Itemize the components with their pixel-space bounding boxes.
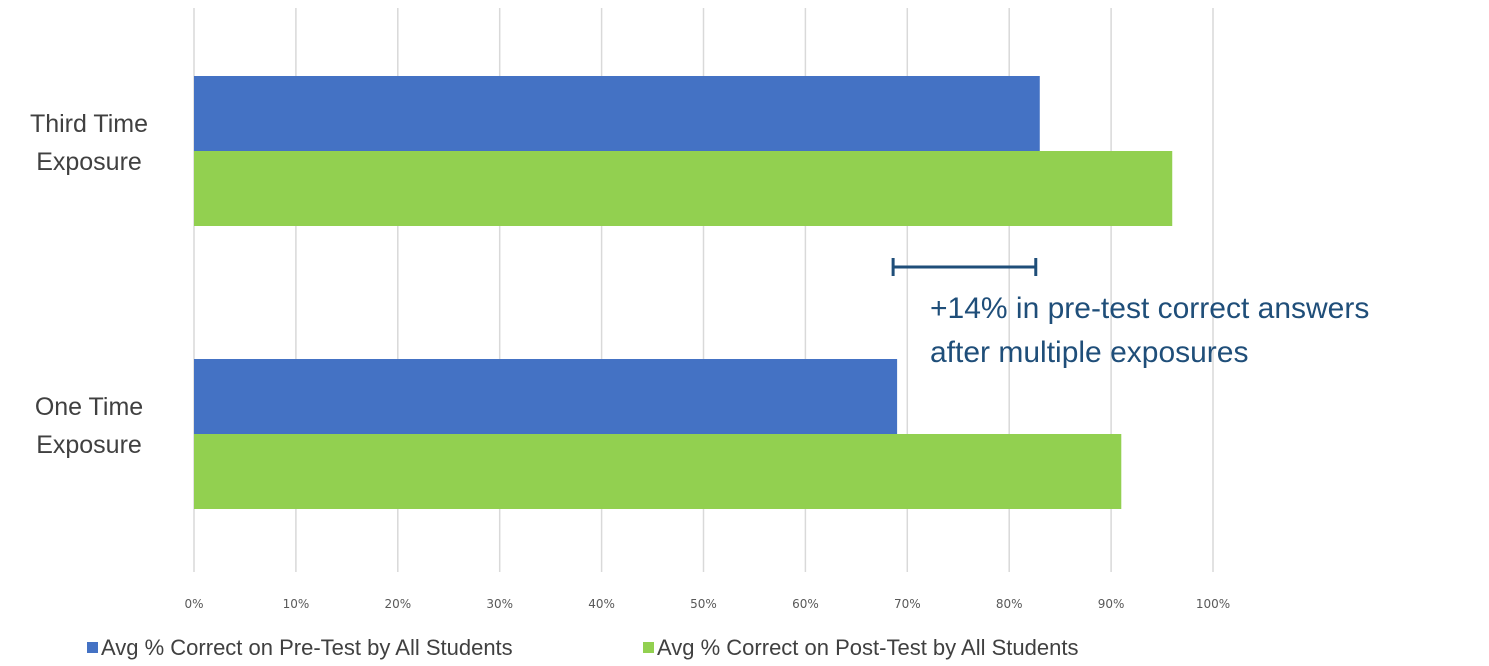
bar-post-test-one-time: [194, 434, 1122, 509]
legend: Avg % Correct on Pre-Test by All Student…: [87, 635, 1078, 660]
category-labels: Third Time Exposure One Time Exposure: [30, 110, 148, 459]
legend-swatch: [87, 642, 98, 653]
x-tick-label: 20%: [384, 597, 411, 611]
x-tick-label: 60%: [792, 597, 819, 611]
x-tick-label: 70%: [894, 597, 921, 611]
x-tick-label: 0%: [184, 597, 203, 611]
x-tick-label: 30%: [486, 597, 513, 611]
x-tick-label: 100%: [1196, 597, 1230, 611]
x-tick-label: 50%: [690, 597, 717, 611]
legend-label: Avg % Correct on Post-Test by All Studen…: [657, 635, 1078, 660]
x-tick-labels: 0% 10% 20% 30% 40% 50% 60% 70% 80% 90% 100%: [184, 597, 1230, 611]
annotation-text: after multiple exposures: [930, 336, 1249, 369]
x-tick-label: 80%: [996, 597, 1023, 611]
x-tick-label: 10%: [283, 597, 310, 611]
category-label: One Time: [35, 393, 143, 421]
bar-post-test-third-time: [194, 151, 1173, 226]
x-tick-label: 90%: [1098, 597, 1125, 611]
bar-pre-test-third-time: [194, 76, 1040, 151]
annotation-text: +14% in pre-test correct answers: [930, 292, 1369, 325]
legend-label: Avg % Correct on Pre-Test by All Student…: [101, 635, 513, 660]
annotation: +14% in pre-test correct answers after mu…: [891, 258, 1369, 369]
legend-swatch: [643, 642, 654, 653]
bars: [194, 76, 1173, 509]
bar-pre-test-one-time: [194, 359, 898, 434]
category-label: Third Time: [30, 110, 148, 138]
category-label: Exposure: [36, 431, 142, 459]
category-label: Exposure: [36, 148, 142, 176]
x-tick-label: 40%: [588, 597, 615, 611]
